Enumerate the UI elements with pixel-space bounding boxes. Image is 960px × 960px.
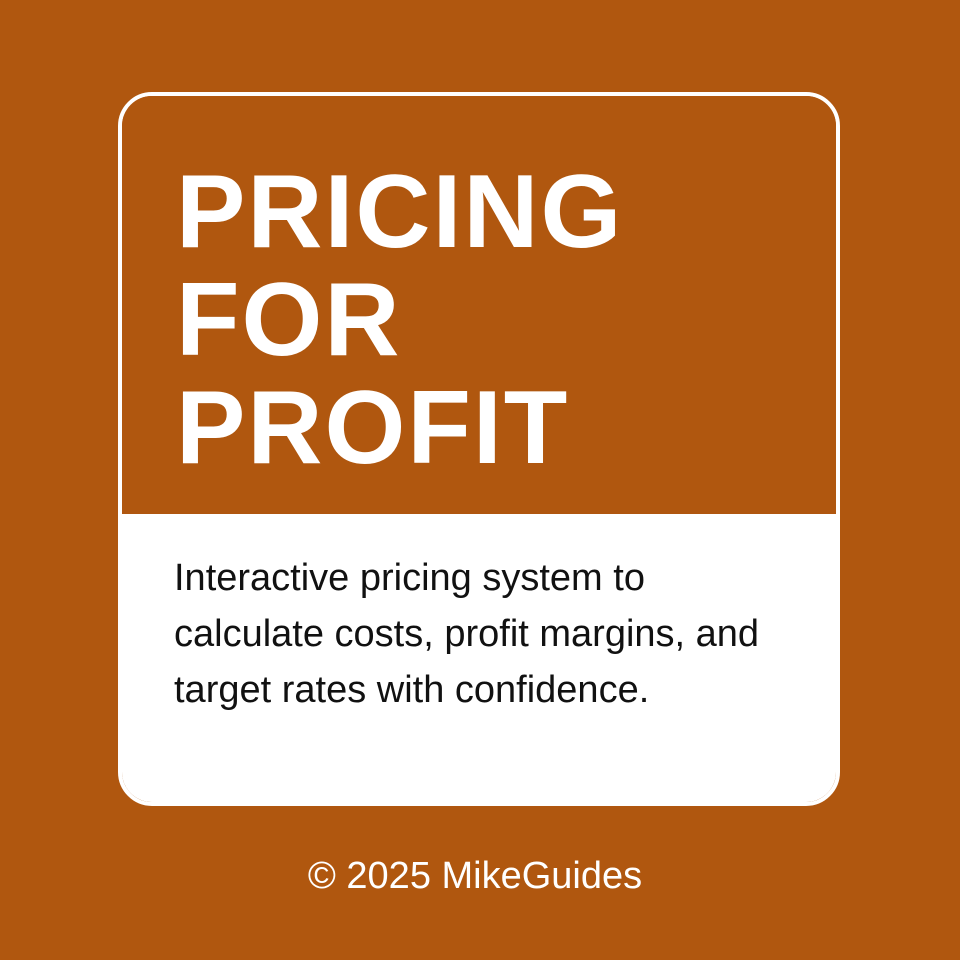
title-card: PRICING FOR PROFIT Interactive pricing s… [118, 92, 840, 806]
description-text: Interactive pricing system to calculate … [174, 557, 760, 711]
title-line-3: PROFIT [176, 370, 570, 486]
title-panel: PRICING FOR PROFIT [122, 96, 836, 514]
page-title: PRICING FOR PROFIT [176, 158, 623, 482]
title-line-2: FOR [176, 262, 402, 378]
title-line-1: PRICING [176, 154, 624, 270]
copyright-text: © 2025 MikeGuides [307, 855, 643, 897]
description-panel: Interactive pricing system to calculate … [122, 514, 836, 802]
